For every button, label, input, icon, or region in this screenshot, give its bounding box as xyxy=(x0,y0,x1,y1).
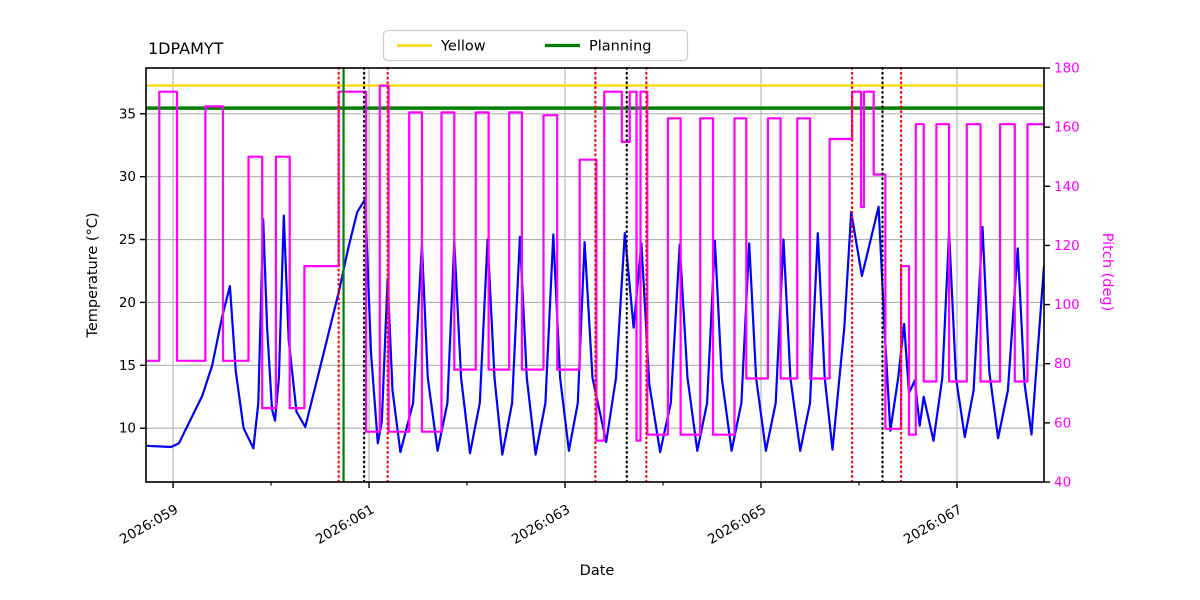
y-right-tick-label: 100 xyxy=(1054,297,1080,313)
temperature-line xyxy=(146,198,1044,456)
x-tick-label: 2026:065 xyxy=(705,502,769,548)
legend-box xyxy=(382,29,689,62)
x-tick-label: 2026:067 xyxy=(901,502,965,548)
y-left-tick-label: 30 xyxy=(119,169,136,185)
y-right-tick-label: 160 xyxy=(1054,120,1080,136)
legend-planning-label: Planning xyxy=(589,39,651,55)
y-right-tick-label: 140 xyxy=(1054,179,1080,195)
y-right-tick-label: 80 xyxy=(1054,356,1071,372)
y-right-axis-label: Pitch (deg) xyxy=(1099,233,1115,312)
x-axis-label: Date xyxy=(580,563,615,579)
chart-title: 1DPAMYT xyxy=(148,39,224,58)
y-right-tick-label: 180 xyxy=(1054,61,1080,77)
y-left-tick-label: 20 xyxy=(119,295,136,311)
plot-border xyxy=(145,67,1045,483)
y-left-tick-label: 15 xyxy=(119,358,136,374)
y-right-tick-label: 40 xyxy=(1054,475,1071,491)
x-tick-label: 2026:063 xyxy=(509,502,573,548)
y-left-axis-label: Temperature (°C) xyxy=(85,212,101,338)
x-tick-label: 2026:059 xyxy=(117,502,181,548)
legend: Yellow Planning xyxy=(382,29,689,62)
y-right-tick-label: 120 xyxy=(1054,238,1080,254)
legend-yellow-label: Yellow xyxy=(440,39,486,55)
y-right-tick-label: 60 xyxy=(1054,415,1071,431)
vertical-event-lines xyxy=(337,66,903,484)
x-tick-label: 2026:061 xyxy=(313,502,377,548)
y-left-tick-label: 35 xyxy=(119,106,136,122)
y-left-tick-label: 10 xyxy=(119,421,136,437)
y-left-tick-label: 25 xyxy=(119,232,136,248)
